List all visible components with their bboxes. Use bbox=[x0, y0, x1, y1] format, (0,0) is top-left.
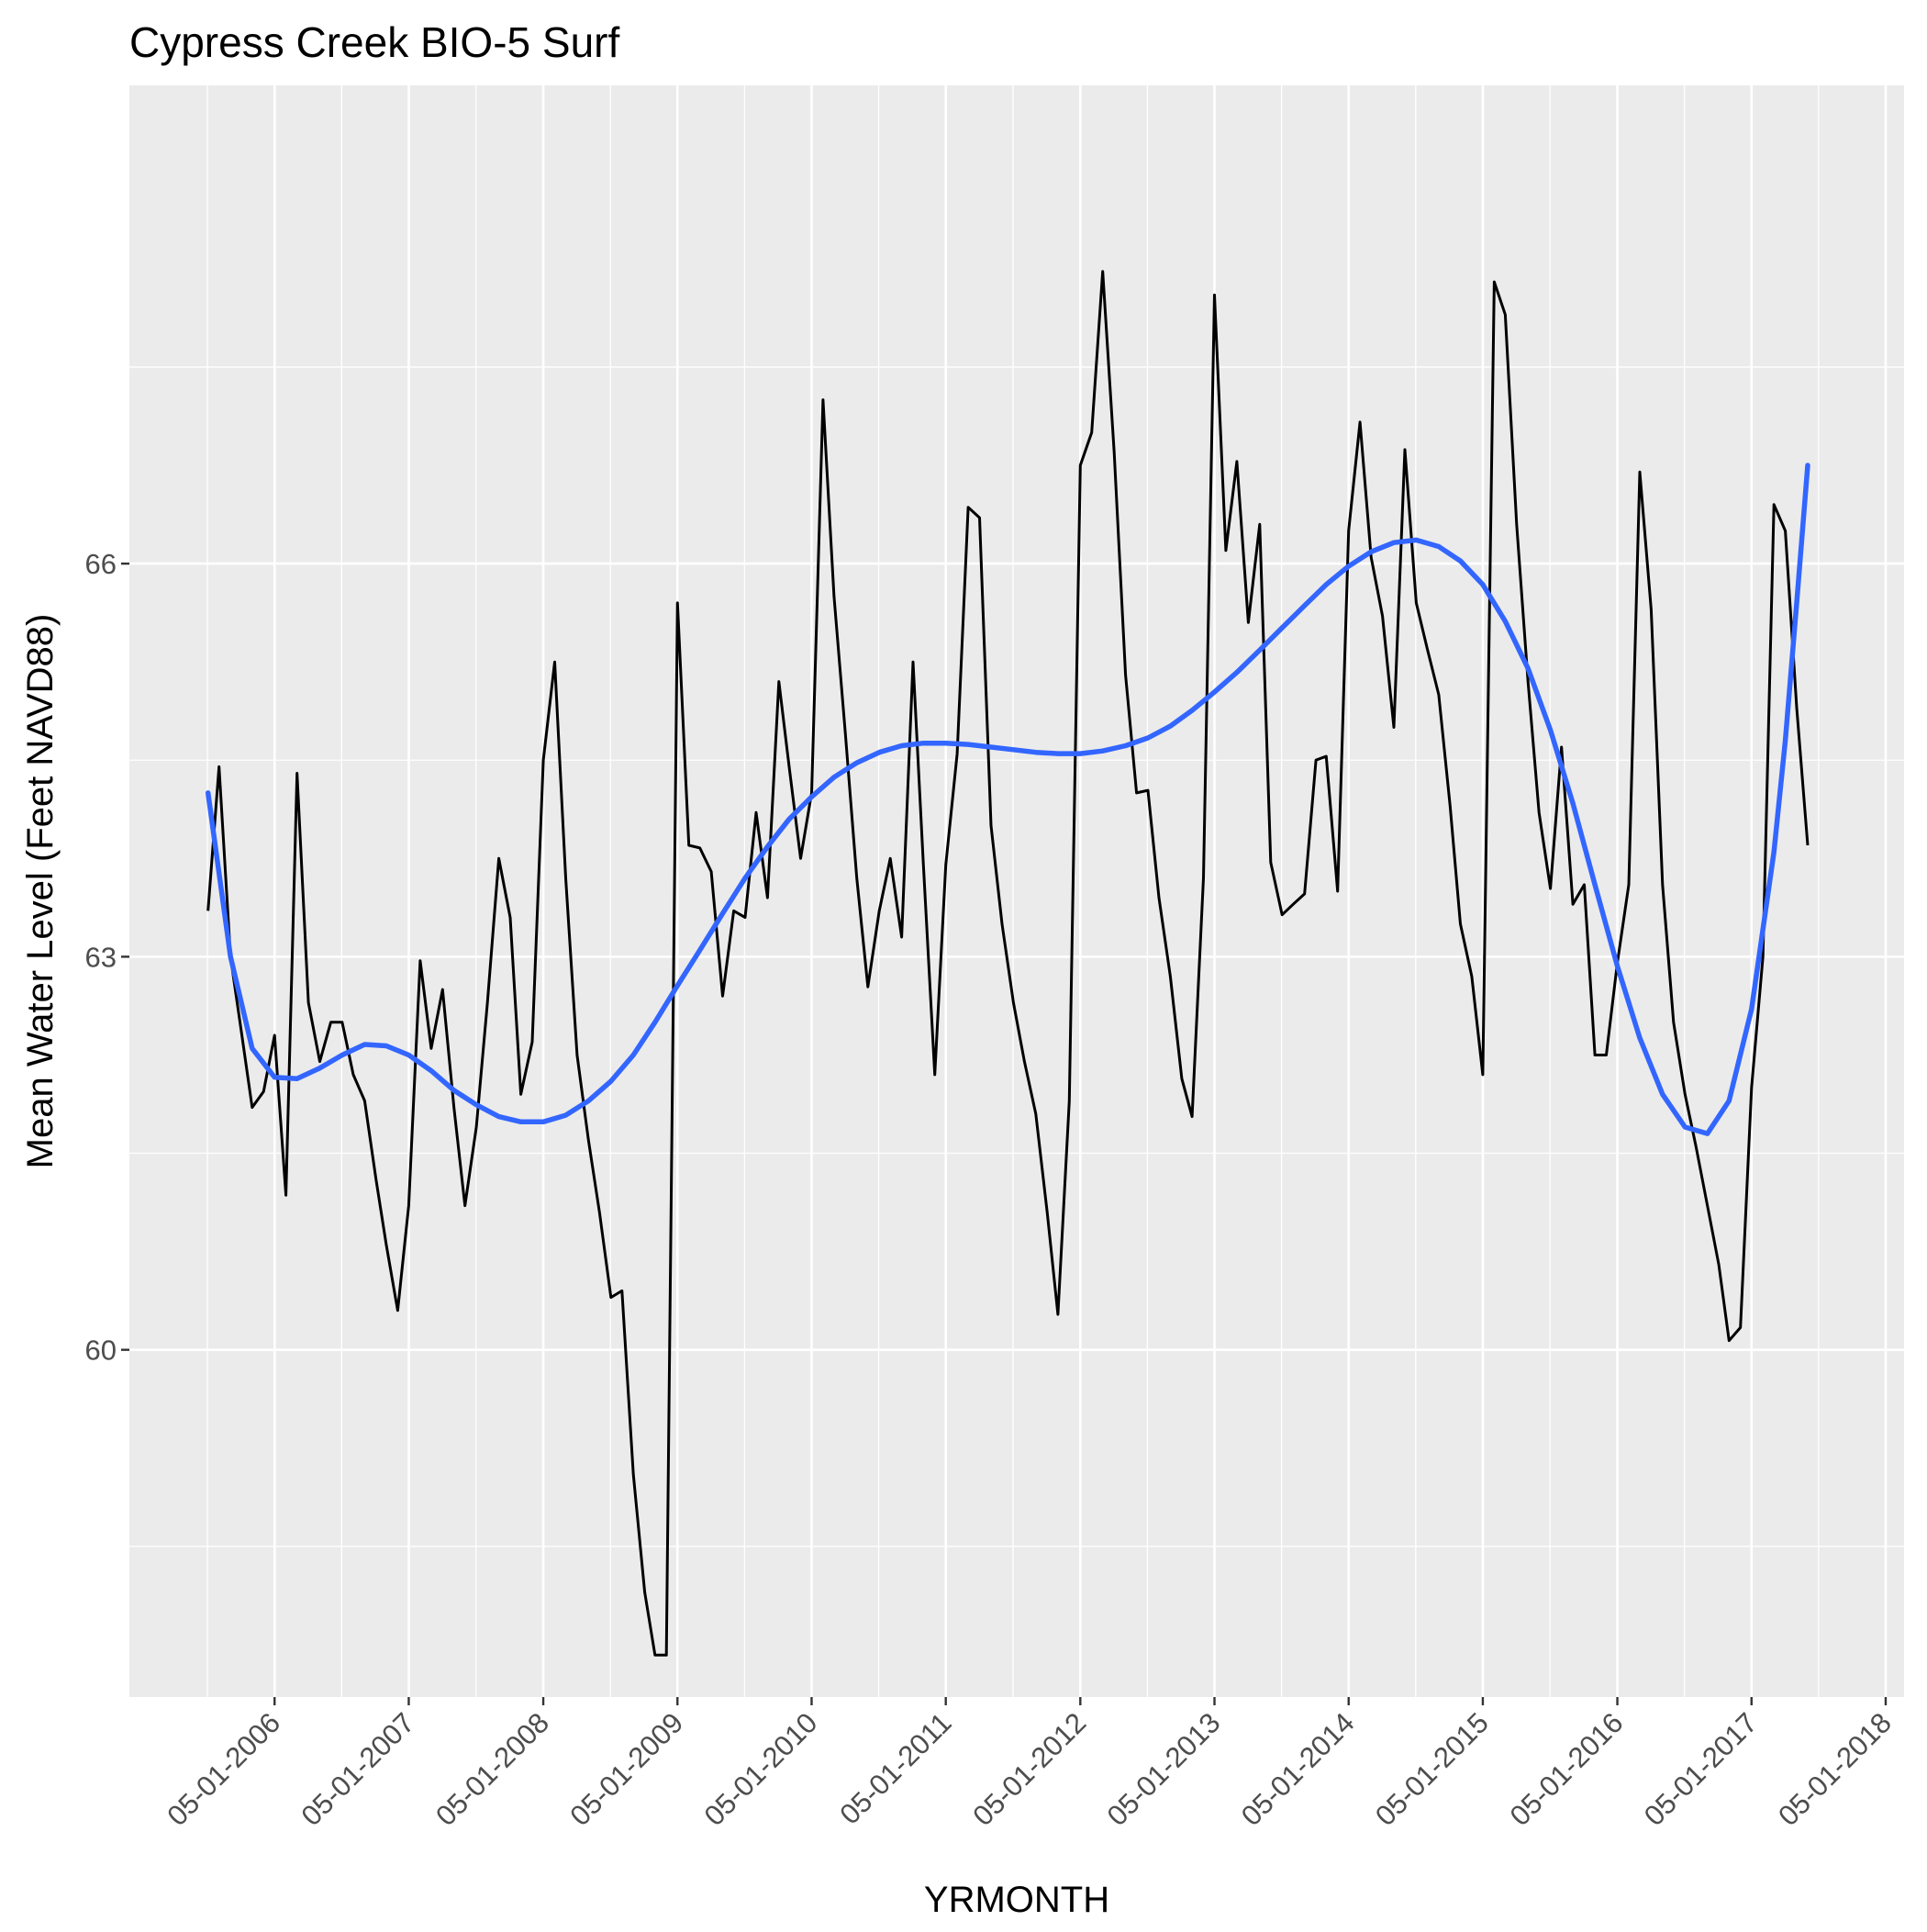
y-tick-label: 63 bbox=[85, 941, 117, 973]
y-axis-title: Mean Water Level (Feet NAVD88) bbox=[20, 614, 61, 1169]
y-axis: 60 63 66 bbox=[85, 548, 129, 1367]
x-tick-label: 05-01-2008 bbox=[429, 1706, 555, 1832]
x-tick-label: 05-01-2015 bbox=[1369, 1706, 1495, 1832]
x-tick-label: 05-01-2013 bbox=[1101, 1706, 1227, 1832]
x-axis-title: YRMONTH bbox=[924, 1880, 1109, 1920]
series-group bbox=[205, 270, 1810, 1657]
smooth-trend-line bbox=[205, 463, 1810, 1136]
x-tick-label: 05-01-2010 bbox=[698, 1706, 824, 1832]
plot-panel bbox=[129, 85, 1904, 1697]
chart-title: Cypress Creek BIO-5 Surf bbox=[129, 18, 619, 66]
x-tick-label: 05-01-2012 bbox=[966, 1706, 1092, 1832]
y-tick-label: 66 bbox=[85, 548, 117, 580]
x-tick-label: 05-01-2017 bbox=[1638, 1706, 1764, 1832]
y-tick-label: 60 bbox=[85, 1335, 117, 1367]
x-tick-label: 05-01-2006 bbox=[161, 1706, 286, 1832]
x-tick-label: 05-01-2009 bbox=[563, 1706, 689, 1832]
x-axis: 05-01-2006 05-01-2007 05-01-2008 05-01-2009… bbox=[161, 1697, 1898, 1832]
x-tick-label: 05-01-2018 bbox=[1772, 1706, 1898, 1832]
x-tick-label: 05-01-2014 bbox=[1235, 1706, 1361, 1832]
observed-series-line bbox=[206, 270, 1810, 1657]
grid-lines bbox=[129, 85, 1904, 1697]
x-tick-label: 05-01-2011 bbox=[833, 1706, 957, 1830]
x-tick-label: 05-01-2016 bbox=[1504, 1706, 1630, 1832]
x-tick-label: 05-01-2007 bbox=[295, 1706, 421, 1832]
